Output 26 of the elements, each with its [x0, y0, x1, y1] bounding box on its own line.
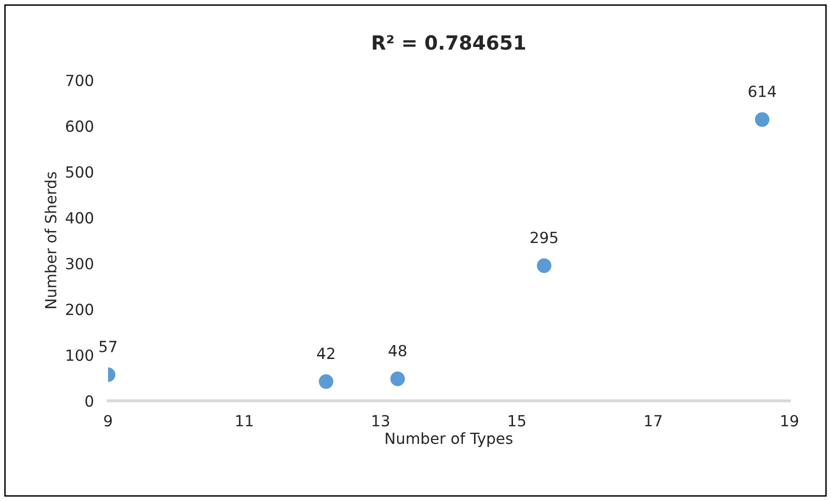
point — [754, 112, 770, 127]
data-label: 42 — [317, 348, 334, 359]
y-tick-label: 0 — [85, 395, 94, 407]
y-tick-label: 500 — [66, 166, 94, 178]
x-tick-label: 17 — [645, 415, 662, 426]
x-tick-label: 19 — [781, 414, 798, 427]
chart-title: R² = 0.784651 — [372, 35, 526, 50]
y-tick-label: 300 — [66, 258, 94, 270]
point — [536, 258, 552, 273]
data-label: 48 — [388, 344, 406, 356]
point — [390, 372, 405, 386]
x-tick-label: 9 — [104, 414, 112, 427]
x-tick-label: 15 — [508, 415, 526, 427]
y-tick-label: 700 — [66, 74, 94, 86]
y-tick-label: 600 — [66, 120, 94, 132]
x-tick-label: 11 — [236, 415, 253, 426]
data-label: 57 — [99, 340, 116, 352]
x-tick-label: 13 — [372, 414, 390, 427]
y-tick-label: 400 — [66, 212, 94, 224]
data-label: 295 — [530, 232, 558, 244]
data-label: 614 — [748, 86, 776, 98]
y-tick-label: 200 — [66, 304, 94, 316]
point — [318, 374, 334, 389]
y-axis-title: Number of Sherds — [44, 172, 56, 308]
y-tick-label: 100 — [66, 349, 94, 362]
x-axis-title: Number of Types — [386, 432, 512, 448]
